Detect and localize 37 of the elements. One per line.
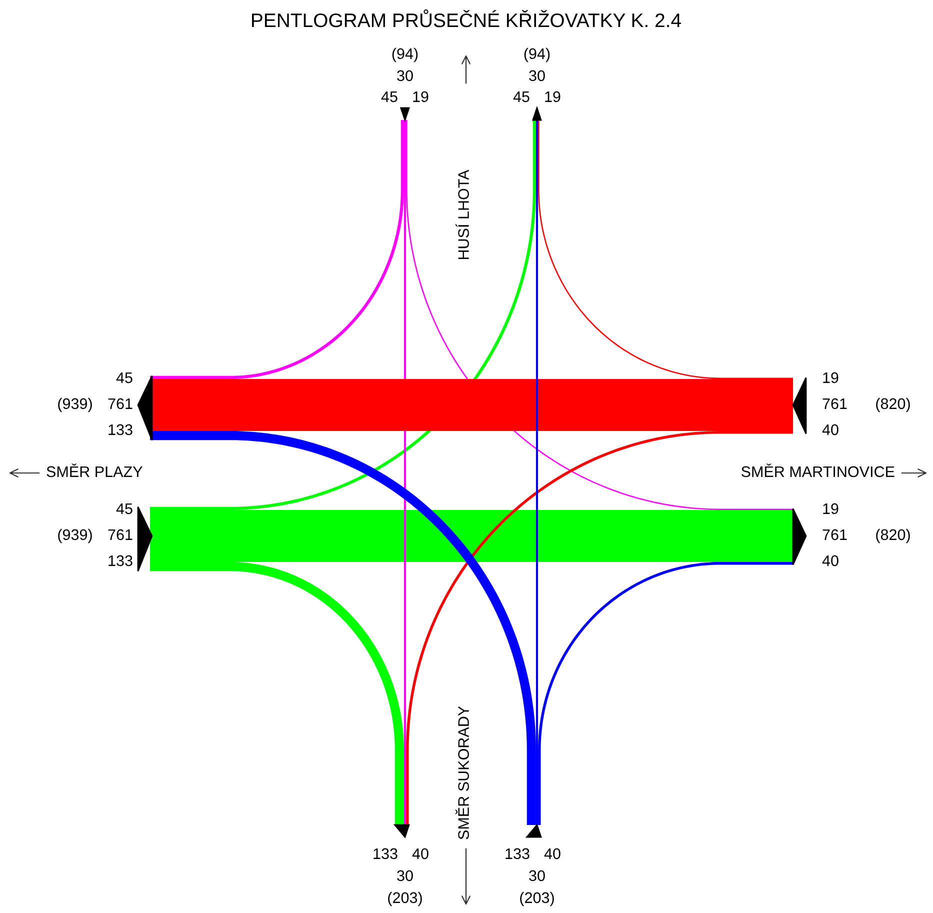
data-label: 30 <box>397 70 413 82</box>
data-label: 30 <box>397 870 413 882</box>
category-label: SMĚR MARTINOVICE <box>741 464 894 478</box>
data-label: 30 <box>529 870 545 882</box>
data-label: 19 <box>413 91 428 102</box>
data-label: 45 <box>116 503 132 514</box>
category-label: SMĚR SUKORADY <box>455 706 469 840</box>
data-label: 45 <box>513 91 530 102</box>
text: (820) <box>876 528 910 544</box>
data-label: 40 <box>822 424 838 436</box>
data-label: 30 <box>529 70 545 82</box>
data-label: 133 <box>374 848 398 860</box>
data-label: 19 <box>823 372 838 384</box>
data-label: 133 <box>506 848 530 860</box>
data-label: 761 <box>108 529 132 540</box>
data-label: 40 <box>822 555 838 566</box>
text: PENTLOGRAM PRŮSEČNÉ KŘIŽOVATKY K. 2.4 <box>252 9 682 28</box>
text: (94) <box>392 48 418 62</box>
data-label: 133 <box>108 424 132 436</box>
text: (939) <box>58 398 92 412</box>
text: (203) <box>520 892 554 906</box>
data-label: 40 <box>544 848 560 860</box>
data-label: 133 <box>108 555 132 566</box>
category-label: HUSÍ LHOTA <box>456 170 469 260</box>
text: (94) <box>524 48 550 62</box>
data-label: 40 <box>412 848 428 860</box>
data-label: 761 <box>822 529 847 540</box>
data-label: 19 <box>823 503 838 514</box>
data-label: 19 <box>545 91 560 102</box>
data-label: 761 <box>108 398 132 410</box>
data-label: 761 <box>822 398 847 410</box>
category-label: SMĚR PLAZY <box>46 464 142 478</box>
text: (939) <box>58 528 92 544</box>
data-label: 45 <box>381 91 398 102</box>
text: (203) <box>388 892 422 906</box>
text: (820) <box>876 398 910 412</box>
data-label: 45 <box>116 372 132 384</box>
